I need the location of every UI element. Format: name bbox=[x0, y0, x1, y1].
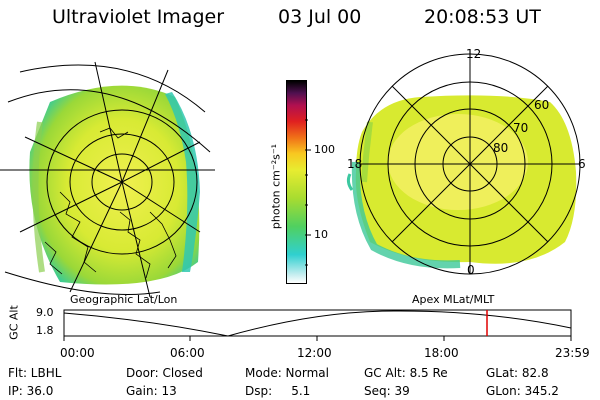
time-tick-1200: 12:00 bbox=[297, 346, 332, 360]
dsp-info: Dsp: 5.1 bbox=[245, 384, 311, 398]
glon-info: GLon: 345.2 bbox=[486, 384, 559, 398]
altitude-tick-1-8: 1.8 bbox=[36, 324, 54, 337]
glat-info: GLat: 82.8 bbox=[486, 366, 549, 380]
altitude-tick-9: 9.0 bbox=[36, 306, 54, 319]
mlt-label-18: 18 bbox=[347, 157, 363, 171]
colorbar-tick-100: 100 bbox=[314, 143, 335, 156]
app-title: Ultraviolet Imager bbox=[52, 6, 225, 28]
gc-alt-info: GC Alt: 8.5 Re bbox=[364, 366, 448, 380]
gain-info: Gain: 13 bbox=[126, 384, 177, 398]
time-tick-0600: 06:00 bbox=[170, 346, 205, 360]
apex-caption: Apex MLat/MLT bbox=[412, 293, 495, 306]
time-tick-0000: 00:00 bbox=[60, 346, 95, 360]
door-info: Door: Closed bbox=[126, 366, 203, 380]
geographic-image-panel bbox=[0, 61, 215, 298]
colorbar bbox=[286, 80, 307, 284]
seq-info: Seq: 39 bbox=[364, 384, 410, 398]
coastlines bbox=[44, 127, 177, 279]
date-label: 03 Jul 00 bbox=[278, 6, 362, 28]
time-label: 20:08:53 UT bbox=[424, 6, 541, 28]
ip-info: IP: 36.0 bbox=[8, 384, 54, 398]
mlt-label-6: 6 bbox=[578, 157, 586, 171]
mode-info: Mode: Normal bbox=[245, 366, 329, 380]
auroral-emission-image bbox=[29, 85, 200, 285]
time-tick-2359: 23:59 bbox=[555, 346, 590, 360]
geographic-caption: Geographic Lat/Lon bbox=[70, 293, 178, 306]
mlt-label-12: 12 bbox=[466, 47, 482, 61]
mlat-label-60: 60 bbox=[534, 98, 550, 112]
mlt-label-0: 0 bbox=[467, 263, 475, 277]
altitude-curve bbox=[63, 310, 572, 337]
altitude-axis-label: GC Alt bbox=[7, 305, 21, 340]
mlat-label-80: 80 bbox=[493, 141, 509, 155]
polar-mlt-plot bbox=[346, 53, 581, 275]
time-tick-1800: 18:00 bbox=[424, 346, 459, 360]
geographic-grid bbox=[0, 61, 215, 298]
colorbar-ticks bbox=[305, 119, 311, 266]
polar-grid bbox=[359, 53, 581, 275]
filter-info: Flt: LBHL bbox=[8, 366, 62, 380]
colorbar-unit-label: photon cm⁻²s⁻¹ bbox=[269, 143, 283, 230]
mlat-label-70: 70 bbox=[513, 121, 529, 135]
colorbar-tick-10: 10 bbox=[314, 228, 328, 241]
altitude-plot bbox=[63, 309, 572, 341]
polar-auroral-image bbox=[346, 95, 577, 269]
